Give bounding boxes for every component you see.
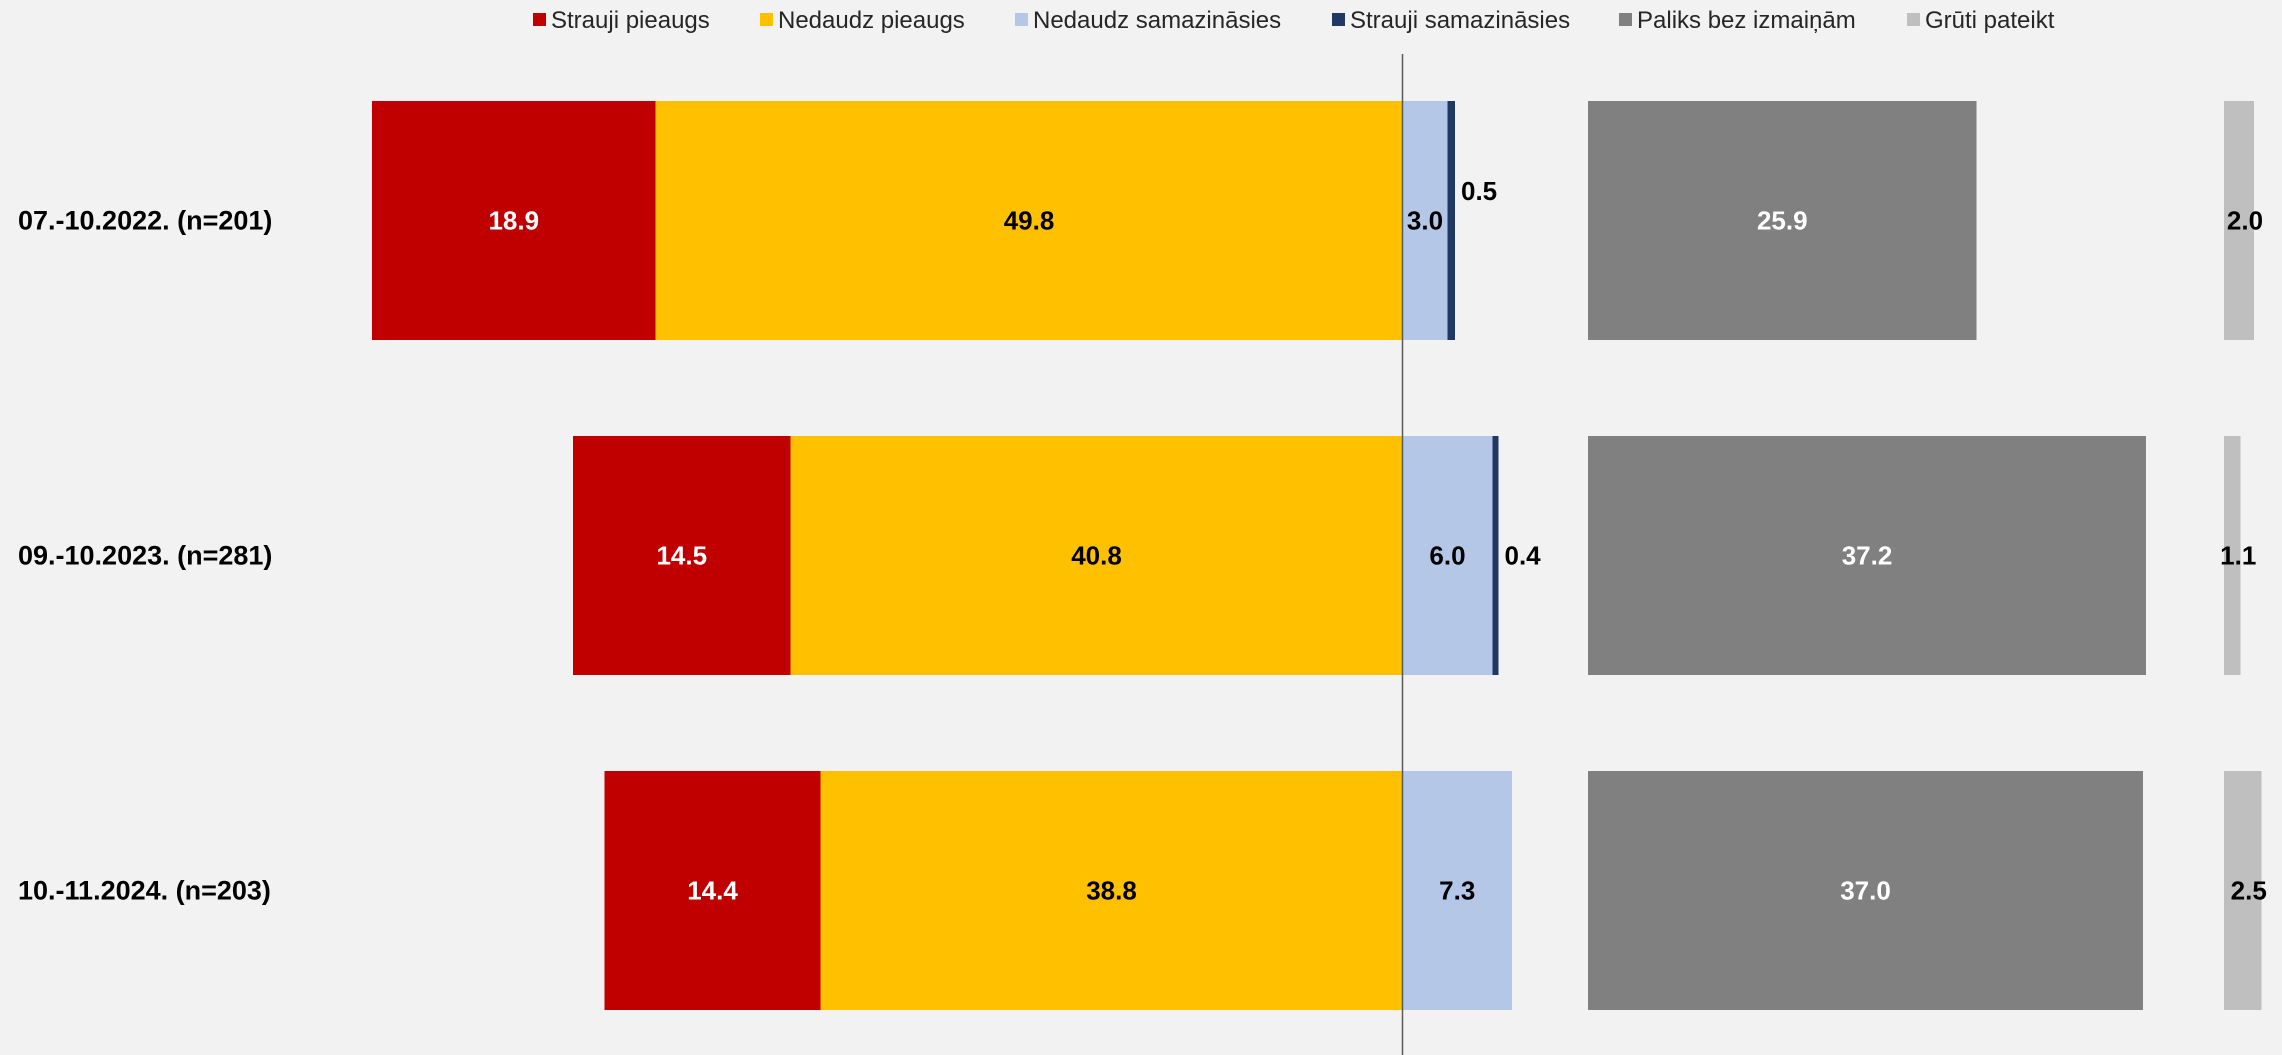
data-label-strauji-samazinasies: 0.4 <box>1505 541 1542 571</box>
data-label-gruti-pateikt: 2.5 <box>2231 876 2267 906</box>
bar-strauji-samazinasies <box>1492 436 1499 675</box>
data-label-nedaudz-pieaugs: 49.8 <box>1004 206 1055 236</box>
legend-swatch <box>760 13 773 26</box>
legend-item-gruti-pateikt: Grūti pateikt <box>1907 7 2055 34</box>
row-labels: 07.-10.2022. (n=201) 09.-10.2023. (n=281)… <box>18 206 272 906</box>
bar-nedaudz-samazinasies <box>1402 101 1448 340</box>
bar-strauji-pieaugs <box>573 436 791 675</box>
legend-label: Strauji samazināsies <box>1350 7 1570 34</box>
data-label-nedaudz-samazinasies: 7.3 <box>1439 876 1475 906</box>
row-label: 10.-11.2024. (n=203) <box>18 876 271 906</box>
legend-label: Grūti pateikt <box>1925 7 2055 34</box>
row-label: 07.-10.2022. (n=201) <box>18 206 272 236</box>
data-label-strauji-pieaugs: 14.5 <box>656 541 707 571</box>
legend-item-paliks-bez-izmainam: Paliks bez izmaiņām <box>1619 7 1856 34</box>
bar-nedaudz-pieaugs <box>790 436 1403 675</box>
bars-group <box>372 101 2262 1010</box>
data-label-strauji-samazinasies: 0.5 <box>1461 176 1497 206</box>
data-label-nedaudz-samazinasies: 3.0 <box>1407 206 1443 236</box>
bar-paliks-bez-izmainam <box>1588 771 2143 1010</box>
bar-strauji-pieaugs <box>604 771 821 1010</box>
bar-nedaudz-pieaugs <box>820 771 1403 1010</box>
data-label-nedaudz-samazinasies: 6.0 <box>1429 541 1465 571</box>
legend-label: Paliks bez izmaiņām <box>1637 7 1856 34</box>
bar-strauji-pieaugs <box>372 101 656 340</box>
bar-gruti-pateikt <box>2224 436 2241 675</box>
bar-nedaudz-samazinasies <box>1402 436 1493 675</box>
legend-item-nedaudz-samazinasies: Nedaudz samazināsies <box>1015 7 1281 34</box>
legend-item-strauji-samazinasies: Strauji samazināsies <box>1332 7 1570 34</box>
legend-label: Strauji pieaugs <box>551 7 710 34</box>
data-label-nedaudz-pieaugs: 40.8 <box>1071 541 1122 571</box>
legend-swatch <box>1332 13 1345 26</box>
data-label-gruti-pateikt: 1.1 <box>2220 541 2256 571</box>
bar-gruti-pateikt <box>2224 771 2262 1010</box>
bar-strauji-samazinasies <box>1447 101 1455 340</box>
data-label-strauji-pieaugs: 18.9 <box>488 206 539 236</box>
legend-item-strauji-pieaugs: Strauji pieaugs <box>533 7 710 34</box>
legend-swatch <box>1907 13 1920 26</box>
bar-paliks-bez-izmainam <box>1588 101 1977 340</box>
data-labels: 49.8 18.9 3.0 0.5 25.9 2.0 40.8 14.5 6.0 0.4 37.2 1… <box>488 176 2266 906</box>
data-label-paliks-bez-izmainam: 37.2 <box>1842 541 1893 571</box>
data-label-paliks-bez-izmainam: 37.0 <box>1840 876 1891 906</box>
legend-item-nedaudz-pieaugs: Nedaudz pieaugs <box>760 7 965 34</box>
bar-paliks-bez-izmainam <box>1588 436 2146 675</box>
bar-nedaudz-pieaugs <box>655 101 1403 340</box>
legend-label: Nedaudz pieaugs <box>778 7 965 34</box>
data-label-gruti-pateikt: 2.0 <box>2227 206 2263 236</box>
legend-swatch <box>1015 13 1028 26</box>
legend: Strauji pieaugs Nedaudz pieaugs Nedaudz sa… <box>533 7 2055 34</box>
row-label: 09.-10.2023. (n=281) <box>18 541 272 571</box>
data-label-paliks-bez-izmainam: 25.9 <box>1757 206 1808 236</box>
legend-label: Nedaudz samazināsies <box>1033 7 1281 34</box>
data-label-strauji-pieaugs: 14.4 <box>687 876 738 906</box>
legend-swatch <box>533 13 546 26</box>
data-label-nedaudz-pieaugs: 38.8 <box>1086 876 1137 906</box>
bar-gruti-pateikt <box>2224 101 2254 340</box>
legend-swatch <box>1619 13 1632 26</box>
bar-nedaudz-samazinasies <box>1402 771 1512 1010</box>
